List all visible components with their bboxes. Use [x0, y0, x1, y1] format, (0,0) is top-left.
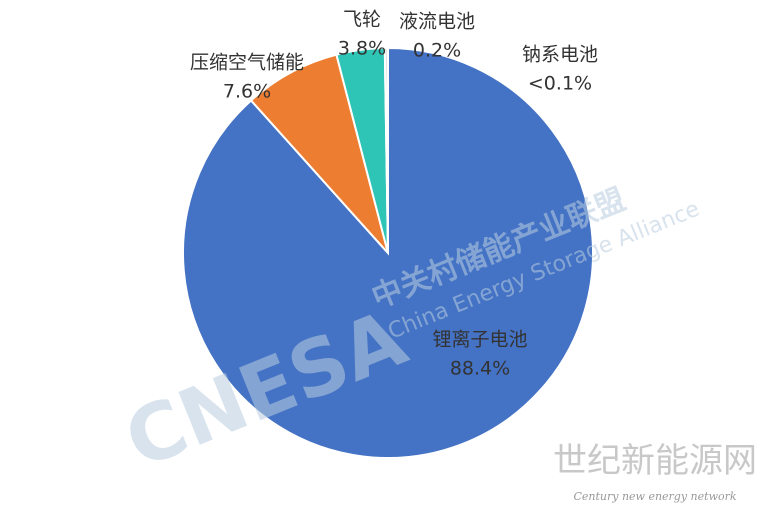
slice-label: 锂离子电池 — [432, 329, 527, 351]
slice-label: 飞轮 — [343, 9, 381, 31]
slice-label: 液流电池 — [399, 11, 475, 33]
slice-value-label: 3.8% — [338, 38, 386, 60]
slice-value-label: 7.6% — [223, 81, 271, 103]
pie — [182, 46, 594, 459]
pie-slice — [249, 53, 389, 254]
slice-value-label: <0.1% — [528, 73, 592, 95]
slice-value-label: 88.4% — [450, 358, 510, 380]
slice-label: 压缩空气储能 — [190, 52, 304, 74]
labels: 锂离子电池 88.4% 压缩空气储能 7.6% 飞轮 3.8% 液流电池 0.2% 钠系电池 <0… — [190, 9, 598, 380]
slice-label: 钠系电池 — [522, 44, 598, 66]
pie-slice — [386, 46, 389, 254]
slice-value-label: 0.2% — [413, 40, 461, 62]
watermark-site-en: Century new energy network — [573, 490, 736, 503]
watermark-site: 世纪新能源网 — [553, 441, 757, 481]
